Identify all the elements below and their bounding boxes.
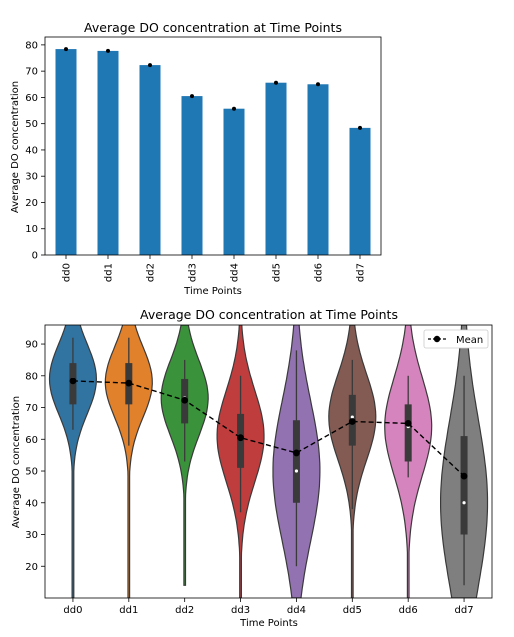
y-tick-label: 60 <box>25 93 38 104</box>
bar <box>265 82 287 255</box>
x-tick-label: dd4 <box>287 605 306 616</box>
y-tick-label: 50 <box>25 467 38 478</box>
bar <box>55 49 77 256</box>
violin-iqr-box <box>460 436 468 535</box>
y-tick-label: 30 <box>25 172 38 183</box>
x-tick-label: dd7 <box>356 263 367 282</box>
mean-point <box>237 434 244 442</box>
bar <box>139 65 161 256</box>
mean-point <box>125 379 133 387</box>
violin-chart: Average DO concentration at Time Points … <box>11 307 493 629</box>
bar-point <box>274 80 278 85</box>
x-tick-label: dd2 <box>175 605 194 616</box>
violin-median <box>462 501 466 505</box>
mean-point <box>69 377 77 385</box>
y-tick-label: 0 <box>32 251 38 262</box>
x-tick-label: dd1 <box>104 263 115 282</box>
legend-label: Mean <box>456 335 483 346</box>
violin-chart-title: Average DO concentration at Time Points <box>140 307 398 322</box>
legend-box <box>423 329 489 349</box>
violin-chart-xlabel: Time Points <box>239 618 298 629</box>
violin-median <box>294 469 299 473</box>
x-tick-label: dd1 <box>119 605 138 616</box>
bar-chart-title: Average DO concentration at Time Points <box>84 20 342 35</box>
violin-body <box>104 325 153 598</box>
y-tick-label: 70 <box>25 403 38 414</box>
violins <box>48 325 489 598</box>
violin-chart-frame <box>44 324 493 599</box>
y-tick-label: 10 <box>25 224 38 235</box>
x-tick-label: dd5 <box>272 263 283 282</box>
bar-chart-frame <box>44 36 382 256</box>
x-tick-label: dd0 <box>62 263 73 282</box>
legend-marker <box>433 335 441 343</box>
bar <box>223 108 245 255</box>
mean-point <box>404 420 412 427</box>
bar-point <box>190 94 194 99</box>
legend: Mean <box>423 329 489 349</box>
bar-chart-ylabel: Average DO concentration <box>10 81 21 213</box>
bar-point <box>64 47 68 52</box>
x-tick-label: dd7 <box>455 605 474 616</box>
mean-point <box>348 418 356 425</box>
y-tick-label: 20 <box>25 198 38 209</box>
x-tick-label: dd0 <box>63 605 82 616</box>
bar <box>181 96 203 256</box>
bar <box>349 127 371 255</box>
x-tick-label: dd4 <box>230 263 241 282</box>
bar-point <box>316 82 320 87</box>
bar-point <box>358 125 362 130</box>
x-tick-label: dd6 <box>314 263 325 282</box>
y-tick-label: 80 <box>25 371 38 382</box>
y-tick-label: 40 <box>25 145 38 156</box>
violin-chart-ylabel: Average DO concentration <box>11 396 22 528</box>
bar-point <box>106 48 110 53</box>
y-tick-label: 50 <box>25 119 38 130</box>
violin-iqr-box <box>292 420 300 503</box>
violin-body <box>48 325 98 598</box>
bar-chart: Average DO concentration at Time Points … <box>10 20 382 297</box>
y-tick-label: 80 <box>25 40 38 51</box>
x-tick-label: dd3 <box>188 263 199 282</box>
y-tick-label: 90 <box>25 340 38 351</box>
mean-point <box>181 396 189 404</box>
bar <box>97 50 119 255</box>
y-tick-label: 40 <box>25 498 38 509</box>
bar <box>307 84 329 256</box>
x-tick-label: dd2 <box>146 263 157 282</box>
x-tick-label: dd5 <box>343 605 362 616</box>
bar-chart-xlabel: Time Points <box>183 286 242 297</box>
bar-point <box>232 106 236 111</box>
mean-point <box>293 449 300 457</box>
violin-median <box>350 415 354 419</box>
mean-line <box>72 380 465 477</box>
x-tick-label: dd6 <box>399 605 418 616</box>
y-tick-label: 20 <box>25 562 38 573</box>
x-tick-label: dd3 <box>231 605 250 616</box>
violin-iqr-box <box>404 404 412 462</box>
bar-point <box>148 63 152 68</box>
y-tick-label: 60 <box>25 435 38 446</box>
mean-point <box>460 472 468 480</box>
y-tick-label: 70 <box>25 67 38 78</box>
y-tick-label: 30 <box>25 530 38 541</box>
